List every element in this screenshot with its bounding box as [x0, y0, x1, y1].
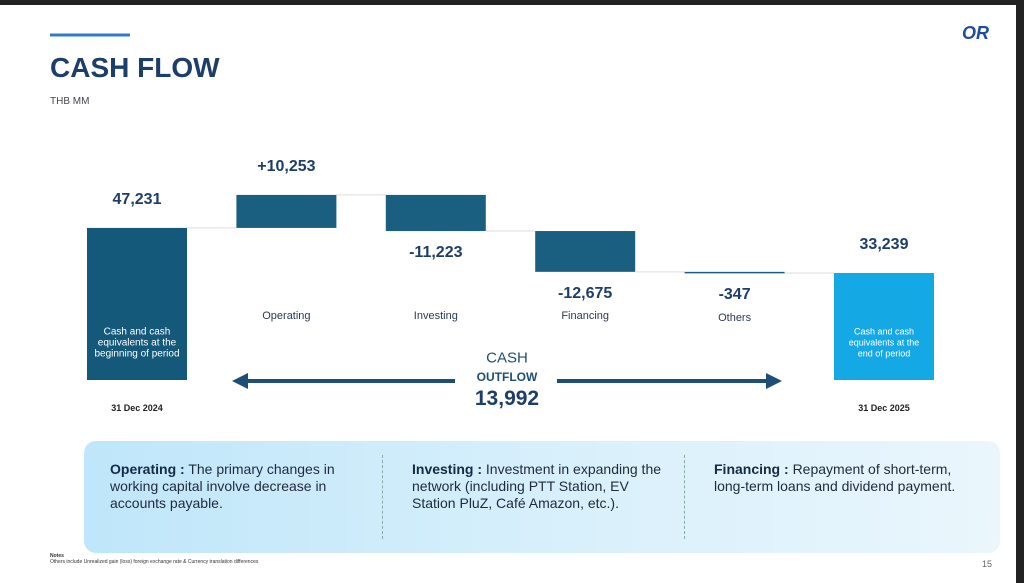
value-label: 33,239 — [859, 235, 909, 253]
note: Financing : Repayment of short-term, lon… — [714, 461, 976, 495]
note-text: Repayment of short-term, long-term loans… — [714, 461, 956, 494]
note-term: Investing : — [412, 461, 483, 477]
note: Operating : The primary changes in worki… — [110, 461, 372, 512]
bar — [236, 194, 337, 228]
bar-label: Cash and cash equivalents at the end of … — [848, 326, 920, 359]
bar-label: Cash and cash equivalents at the beginni… — [94, 326, 180, 360]
note-term: Operating : — [110, 461, 185, 477]
annotation: CASH — [486, 349, 528, 367]
note: Investing : Investment in expanding the … — [412, 461, 674, 512]
page-number: 15 — [982, 559, 993, 569]
footnote-title: Notes — [50, 553, 64, 559]
bar — [535, 231, 636, 272]
category-label: Others — [718, 312, 752, 324]
category-label: Operating — [262, 310, 311, 322]
note-text: The primary changes in working capital i… — [110, 461, 335, 511]
title: CASH FLOW — [50, 52, 220, 83]
value-label: +10,253 — [257, 157, 316, 175]
date-label: 31 Dec 2024 — [111, 403, 163, 413]
bar — [834, 272, 934, 380]
note-term: Financing : — [714, 461, 789, 477]
footnote: Others include Unrealized gain (loss) fo… — [50, 559, 259, 565]
value-label: -12,675 — [558, 284, 613, 302]
date-label: 31 Dec 2025 — [858, 403, 910, 413]
chart — [50, 33, 934, 389]
value-label: -11,223 — [409, 244, 463, 262]
notes-panel: Operating : The primary changes in worki… — [84, 441, 1000, 553]
arrow-head — [232, 373, 248, 389]
slide: CASH FLOW THB MM OR CASH OUTFLOW 13,992 … — [0, 5, 1016, 583]
category-label: Investing — [413, 310, 458, 322]
annotation: OUTFLOW — [476, 370, 538, 384]
arrow-head — [766, 373, 782, 389]
bar — [87, 227, 187, 380]
separator — [382, 455, 383, 539]
unit: THB MM — [50, 96, 90, 107]
note-text: Investment in expanding the network (inc… — [412, 461, 662, 511]
separator — [684, 455, 685, 539]
annotation: 13,992 — [474, 387, 540, 410]
bar — [385, 194, 486, 232]
bar — [684, 271, 785, 274]
logo: OR — [962, 23, 989, 43]
value-label: 47,231 — [112, 190, 162, 208]
category-label: Financing — [561, 310, 610, 322]
value-label: -347 — [718, 285, 751, 303]
